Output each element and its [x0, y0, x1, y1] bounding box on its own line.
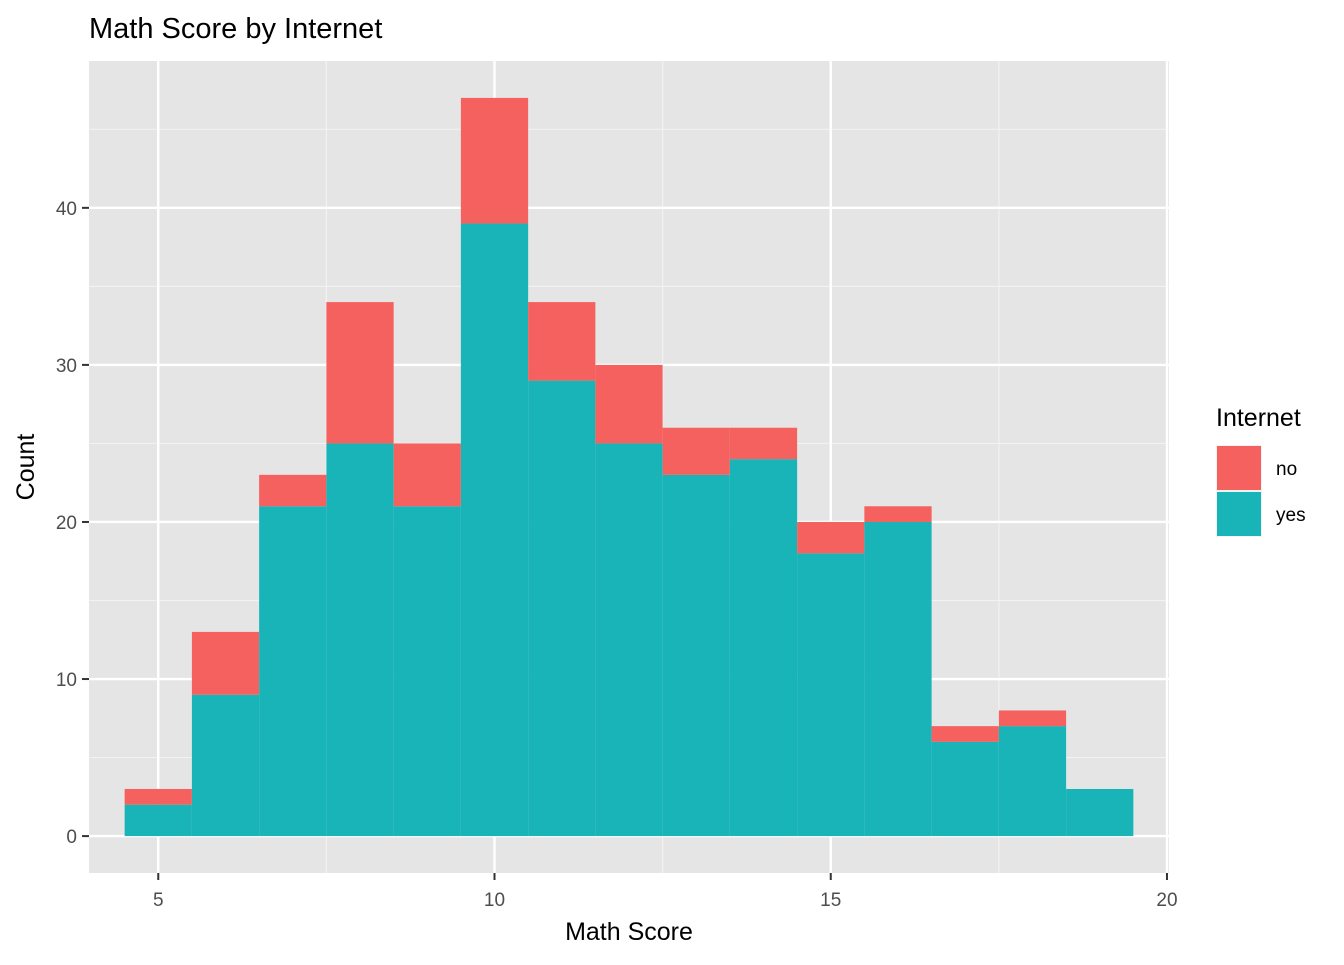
- bar-no-16: [864, 506, 932, 522]
- bar-no-6: [191, 631, 260, 695]
- y-tick-label: 40: [56, 199, 77, 220]
- bar-yes-8: [326, 443, 394, 837]
- legend: Internet no yes: [1216, 404, 1306, 537]
- bar-no-8: [326, 302, 394, 444]
- axes: 5 10 15 20 0 10 20 30 40: [56, 199, 1178, 911]
- bar-no-17: [931, 726, 999, 742]
- bar-yes-7: [259, 506, 327, 837]
- y-tick-label: 10: [56, 670, 77, 691]
- legend-title: Internet: [1216, 404, 1301, 432]
- bar-yes-13: [662, 474, 730, 837]
- bar-yes-6: [191, 694, 260, 837]
- bar-no-15: [797, 521, 865, 554]
- bar-no-11: [528, 302, 596, 381]
- x-tick-label: 10: [484, 890, 505, 911]
- legend-swatch-no: [1217, 446, 1261, 490]
- legend-swatch-yes: [1217, 492, 1261, 536]
- bar-no-13: [662, 427, 730, 475]
- bar-yes-15: [797, 553, 865, 837]
- bar-yes-9: [393, 506, 461, 837]
- x-axis-label: Math Score: [565, 918, 693, 946]
- y-tick-label: 0: [66, 827, 77, 848]
- bar-yes-14: [729, 459, 798, 837]
- y-axis-label: Count: [12, 434, 40, 501]
- bar-no-14: [729, 427, 798, 460]
- bar-no-18: [998, 710, 1067, 727]
- bar-no-7: [259, 474, 327, 507]
- bar-no-9: [393, 443, 461, 507]
- bar-yes-12: [595, 443, 663, 837]
- legend-label-no: no: [1276, 459, 1297, 480]
- bar-yes-5: [124, 804, 192, 837]
- bar-yes-16: [864, 521, 932, 837]
- x-tick-label: 20: [1156, 890, 1177, 911]
- bar-yes-18: [998, 726, 1067, 837]
- bar-yes-11: [528, 380, 596, 837]
- legend-label-yes: yes: [1276, 505, 1306, 526]
- bar-yes-17: [931, 741, 999, 837]
- chart-title: Math Score by Internet: [89, 13, 382, 45]
- x-tick-label: 15: [820, 890, 841, 911]
- bar-no-10: [460, 97, 529, 224]
- y-tick-label: 20: [56, 513, 77, 534]
- bar-yes-10: [460, 223, 529, 837]
- bars: [124, 97, 1134, 837]
- bar-no-5: [124, 788, 192, 805]
- y-tick-label: 30: [56, 356, 77, 377]
- bar-no-12: [595, 364, 663, 444]
- x-tick-label: 5: [153, 890, 164, 911]
- bar-yes-19: [1066, 788, 1134, 837]
